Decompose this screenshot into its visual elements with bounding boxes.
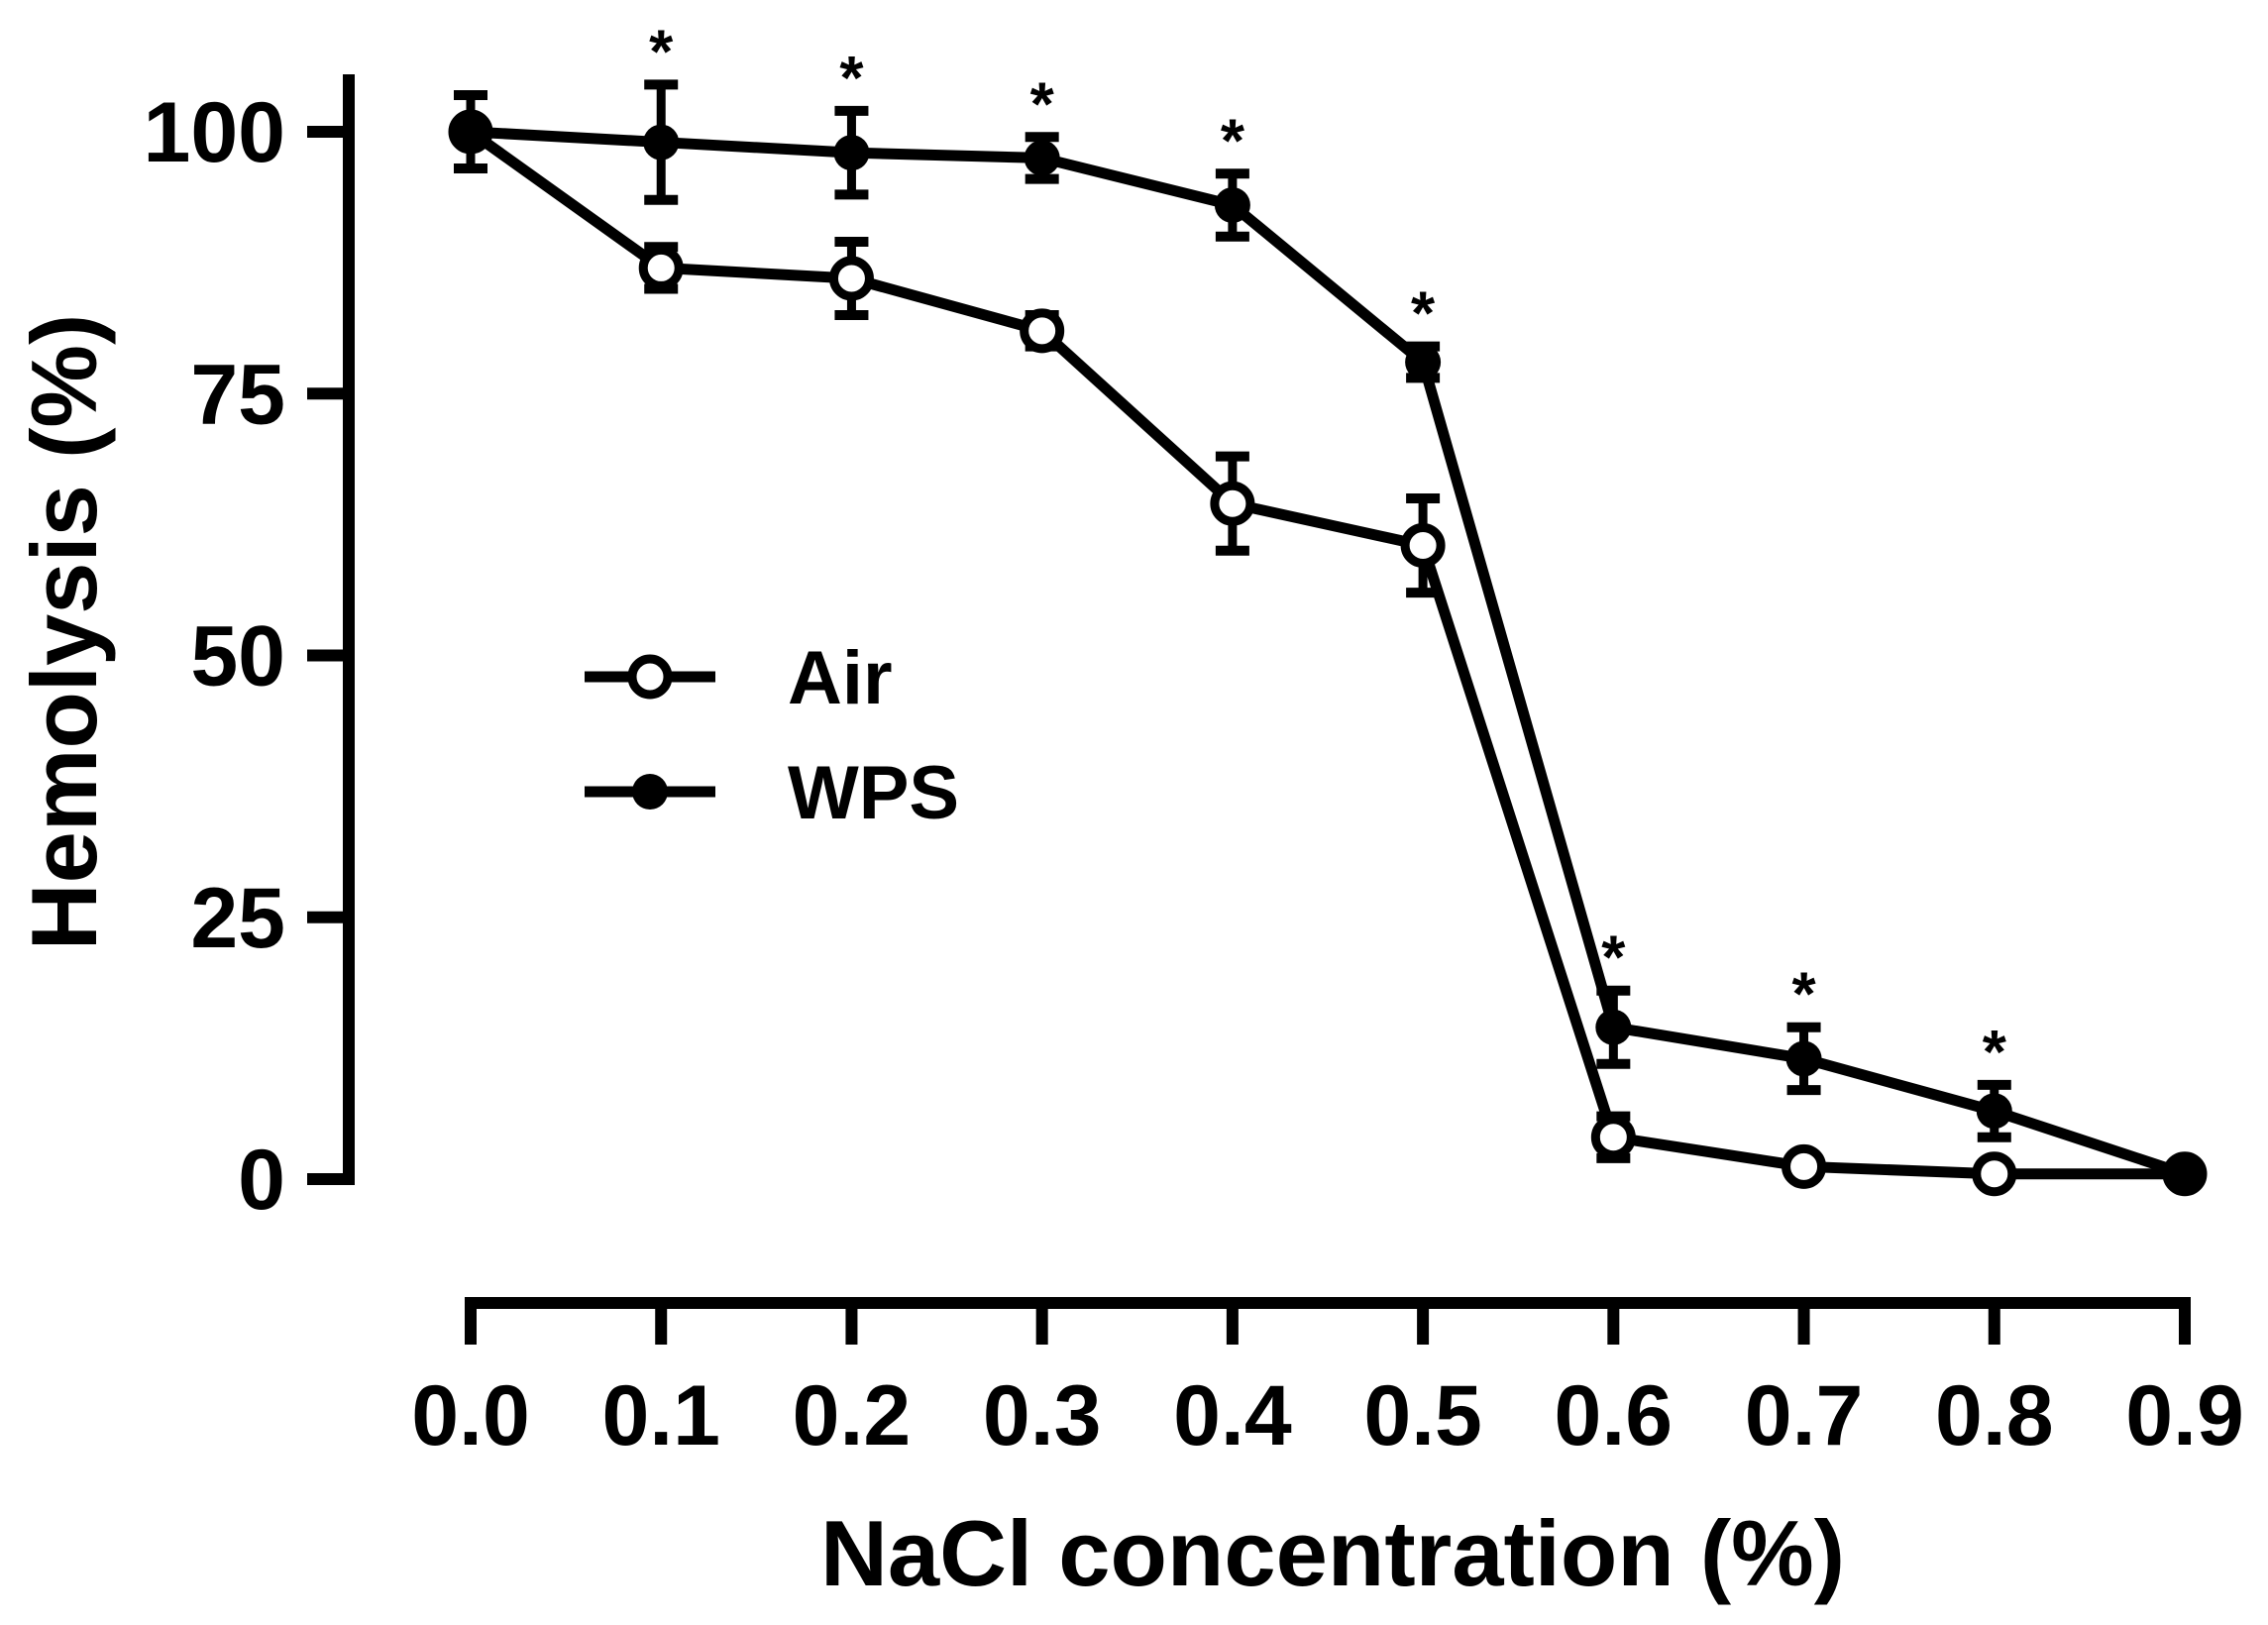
point-air <box>1590 1115 1636 1160</box>
x-tick-label: 0.1 <box>601 1368 720 1463</box>
y-tick-label: 100 <box>144 85 286 180</box>
y-tick-label: 50 <box>190 609 285 704</box>
x-tick-label: 0.7 <box>1745 1368 1864 1463</box>
point-wps <box>833 135 870 171</box>
y-tick-label: 25 <box>190 871 285 966</box>
significance-asterisk: * <box>1030 70 1055 139</box>
legend-label-air: Air <box>788 636 893 720</box>
x-tick-label: 0.2 <box>793 1368 912 1463</box>
axis-titles: NaCl concentration (%) Hemolysis (%) <box>12 314 1845 1605</box>
series-line-air <box>467 127 2185 1180</box>
y-tick-label: 75 <box>190 347 285 442</box>
point-air <box>1400 523 1446 569</box>
point-air <box>638 245 684 290</box>
x-tick-label: 0.9 <box>2125 1368 2244 1463</box>
point-wps <box>1405 344 1442 380</box>
series-lines <box>467 126 2187 1180</box>
axes: 0 25 50 75 100 0.0 0.1 0.2 0.3 0.4 0.5 0.6 0.7 0.8 0.9 <box>144 74 2244 1463</box>
x-tick-label: 0.6 <box>1555 1368 1674 1463</box>
legend-label-wps: WPS <box>788 751 959 835</box>
x-tick-label: 0.0 <box>411 1368 530 1463</box>
point-air <box>1782 1143 1827 1189</box>
x-tick-label: 0.5 <box>1363 1368 1482 1463</box>
point-wps <box>2163 1151 2207 1196</box>
significance-asterisk: * <box>839 45 864 113</box>
x-tick-label: 0.4 <box>1173 1368 1292 1463</box>
point-air <box>1020 308 1065 354</box>
y-axis-title: Hemolysis (%) <box>12 314 116 951</box>
point-air <box>828 256 874 301</box>
point-wps <box>1024 140 1060 176</box>
point-air <box>1210 481 1255 526</box>
error-bars <box>454 79 2011 1184</box>
significance-asterisk: * <box>649 18 674 86</box>
point-wps <box>1214 186 1250 223</box>
legend-marker-air <box>627 654 673 700</box>
point-wps <box>1595 1009 1632 1045</box>
point-wps <box>1976 1093 2012 1130</box>
significance-asterisk: * <box>1221 107 1245 175</box>
y-tick-label: 0 <box>238 1133 285 1228</box>
significance-asterisk: * <box>1983 1019 2007 1087</box>
significance-markers: * * * * * * * * <box>649 18 2007 1086</box>
point-wps <box>453 114 488 150</box>
x-tick-label: 0.8 <box>1935 1368 2054 1463</box>
x-axis-title: NaCl concentration (%) <box>820 1501 1845 1605</box>
point-wps <box>1785 1040 1822 1077</box>
legend-marker-wps <box>632 774 668 810</box>
significance-asterisk: * <box>1411 280 1436 349</box>
significance-asterisk: * <box>1601 924 1626 993</box>
data-markers <box>448 109 2208 1197</box>
x-tick-label: 0.3 <box>983 1368 1102 1463</box>
series-line-wps <box>470 126 2187 1179</box>
significance-asterisk: * <box>1791 961 1816 1029</box>
point-air <box>1972 1151 2017 1197</box>
legend: Air WPS <box>585 636 959 835</box>
point-wps <box>643 124 680 161</box>
